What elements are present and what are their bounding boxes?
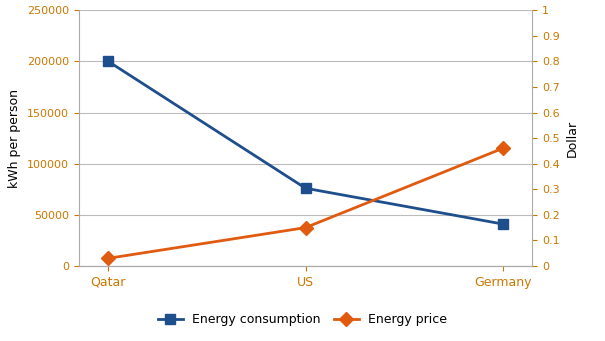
Energy consumption (105, 59, 112, 63)
Line: Energy price: Energy price (103, 144, 508, 263)
Energy price (105, 256, 112, 261)
Line: Energy consumption: Energy consumption (103, 57, 508, 229)
Y-axis label: kWh per person: kWh per person (8, 89, 21, 188)
Energy consumption (302, 186, 309, 190)
Legend: Energy consumption, Energy price: Energy consumption, Energy price (152, 308, 453, 331)
Energy price (499, 146, 506, 150)
Energy consumption (499, 222, 506, 226)
Y-axis label: Dollar: Dollar (566, 120, 578, 157)
Energy price (302, 226, 309, 230)
